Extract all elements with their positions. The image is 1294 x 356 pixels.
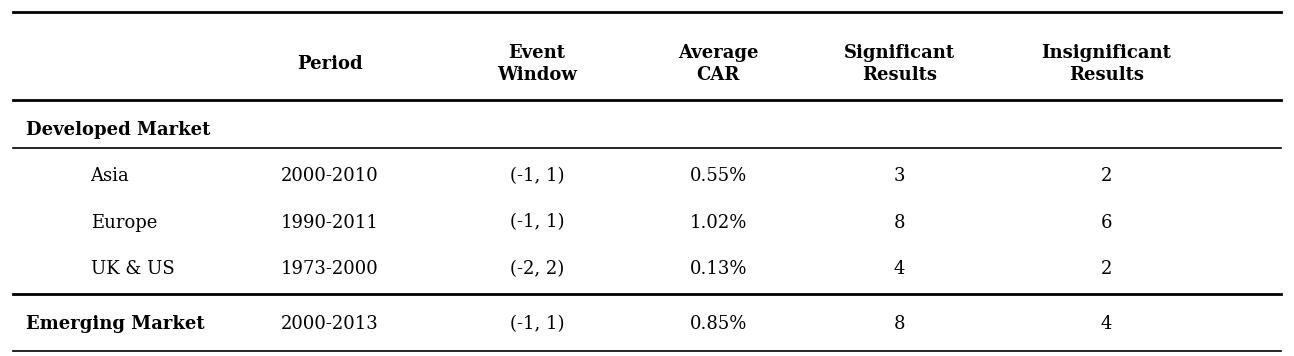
- Text: 0.13%: 0.13%: [690, 260, 747, 278]
- Text: 6: 6: [1101, 214, 1112, 231]
- Text: 8: 8: [894, 315, 905, 333]
- Text: 1990-2011: 1990-2011: [281, 214, 379, 231]
- Text: (-1, 1): (-1, 1): [510, 315, 564, 333]
- Text: 2: 2: [1101, 167, 1112, 185]
- Text: 1.02%: 1.02%: [690, 214, 747, 231]
- Text: UK & US: UK & US: [91, 260, 175, 278]
- Text: Average
CAR: Average CAR: [678, 44, 758, 84]
- Text: 2: 2: [1101, 260, 1112, 278]
- Text: 0.85%: 0.85%: [690, 315, 747, 333]
- Text: 0.55%: 0.55%: [690, 167, 747, 185]
- Text: Europe: Europe: [91, 214, 157, 231]
- Text: Significant
Results: Significant Results: [844, 44, 955, 84]
- Text: 1973-2000: 1973-2000: [281, 260, 379, 278]
- Text: Event
Window: Event Window: [497, 44, 577, 84]
- Text: Developed Market: Developed Market: [26, 121, 210, 139]
- Text: Period: Period: [298, 55, 362, 73]
- Text: (-1, 1): (-1, 1): [510, 214, 564, 231]
- Text: 4: 4: [1101, 315, 1112, 333]
- Text: (-1, 1): (-1, 1): [510, 167, 564, 185]
- Text: 2000-2010: 2000-2010: [281, 167, 379, 185]
- Text: Asia: Asia: [91, 167, 129, 185]
- Text: Emerging Market: Emerging Market: [26, 315, 204, 333]
- Text: Insignificant
Results: Insignificant Results: [1042, 44, 1171, 84]
- Text: (-2, 2): (-2, 2): [510, 260, 564, 278]
- Text: 2000-2013: 2000-2013: [281, 315, 379, 333]
- Text: 8: 8: [894, 214, 905, 231]
- Text: 3: 3: [894, 167, 905, 185]
- Text: 4: 4: [894, 260, 905, 278]
